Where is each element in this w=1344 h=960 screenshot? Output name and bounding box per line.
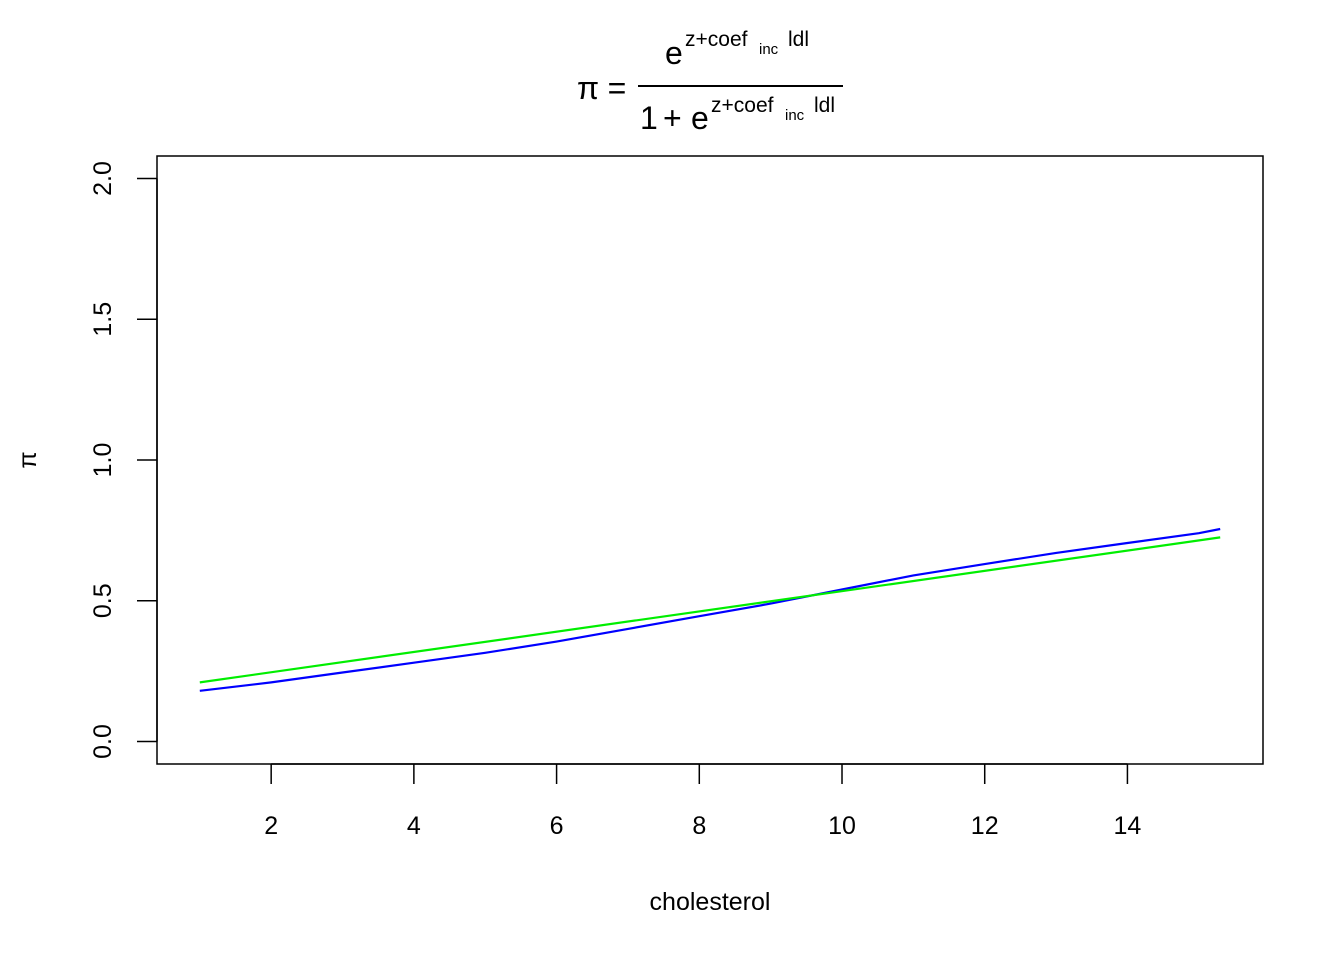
series-line-1 (199, 527, 1221, 692)
series-layer (199, 527, 1221, 692)
title-numerator-exp-prefix: z+coef (685, 28, 748, 51)
title-numerator-base: e (665, 35, 683, 71)
title-equals: = (608, 70, 627, 106)
title-lhs: π (577, 70, 599, 106)
x-axis: 2 4 6 8 10 12 14 (264, 763, 1142, 840)
title-numerator-exp-suffix: ldl (788, 28, 809, 51)
x-tick-label: 10 (828, 812, 856, 840)
title-denominator-one: 1 (640, 100, 658, 136)
title-denominator-plus: + (663, 100, 682, 136)
title-denominator-exp-prefix: z+coef (711, 94, 774, 117)
y-tick-label: 2.0 (89, 161, 117, 196)
x-tick-label: 4 (407, 812, 421, 840)
y-tick-label: 1.5 (89, 302, 117, 337)
chart-title: π = e z+coef inc ldl 1 + e z+coef inc ld… (577, 28, 843, 136)
x-tick-label: 14 (1114, 812, 1142, 840)
title-denominator-exp-sub: inc (785, 107, 805, 124)
series-line-2 (199, 536, 1221, 684)
y-tick-label: 1.0 (89, 443, 117, 478)
plot-frame (156, 155, 1264, 765)
y-axis: 0.0 0.5 1.0 1.5 2.0 (89, 161, 158, 759)
x-tick-label: 6 (550, 812, 564, 840)
x-tick-label: 12 (971, 812, 999, 840)
title-denominator-base: e (691, 100, 709, 136)
x-tick-label: 8 (692, 812, 706, 840)
title-denominator-exp-suffix: ldl (814, 94, 835, 117)
title-numerator-exp-sub: inc (759, 41, 779, 58)
x-axis-label: cholesterol (650, 888, 771, 916)
x-tick-label: 2 (264, 812, 278, 840)
y-axis-label: π (14, 451, 42, 468)
y-tick-label: 0.5 (89, 583, 117, 618)
y-tick-label: 0.0 (89, 724, 117, 759)
